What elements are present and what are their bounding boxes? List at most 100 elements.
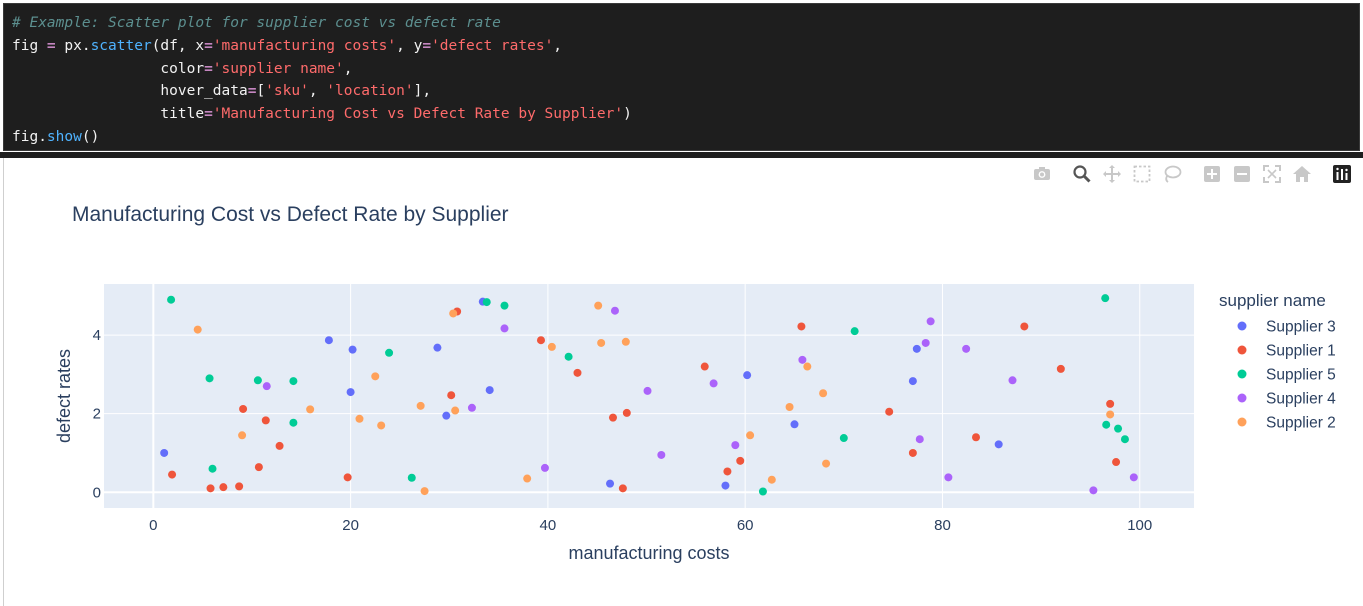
data-point-supplier-3[interactable] — [743, 371, 752, 380]
data-point-supplier-1[interactable] — [343, 473, 352, 482]
data-point-supplier-1[interactable] — [908, 448, 917, 457]
data-point-supplier-4[interactable] — [921, 338, 930, 347]
legend-item-label[interactable]: Supplier 4 — [1266, 391, 1336, 408]
data-point-supplier-1[interactable] — [1020, 322, 1029, 331]
legend-marker[interactable] — [1237, 321, 1247, 331]
camera-icon[interactable] — [1027, 163, 1057, 185]
data-point-supplier-1[interactable] — [219, 483, 228, 492]
data-point-supplier-5[interactable] — [289, 418, 298, 427]
data-point-supplier-3[interactable] — [433, 343, 442, 352]
data-point-supplier-1[interactable] — [1112, 458, 1121, 467]
data-point-supplier-5[interactable] — [1102, 420, 1111, 429]
legend-item-label[interactable]: Supplier 5 — [1266, 367, 1336, 384]
data-point-supplier-2[interactable] — [1106, 410, 1115, 419]
data-point-supplier-5[interactable] — [850, 327, 859, 336]
legend-item-label[interactable]: Supplier 2 — [1266, 415, 1336, 432]
data-point-supplier-1[interactable] — [168, 470, 177, 479]
lasso-select-icon[interactable] — [1157, 163, 1187, 185]
data-point-supplier-5[interactable] — [1114, 424, 1123, 433]
data-point-supplier-1[interactable] — [536, 336, 545, 345]
data-point-supplier-5[interactable] — [758, 487, 767, 496]
data-point-supplier-5[interactable] — [482, 298, 491, 307]
zoom-icon[interactable] — [1067, 163, 1097, 185]
legend-marker[interactable] — [1237, 345, 1247, 355]
legend-marker[interactable] — [1237, 369, 1247, 379]
data-point-supplier-4[interactable] — [1129, 473, 1138, 482]
data-point-supplier-5[interactable] — [208, 464, 217, 473]
data-point-supplier-2[interactable] — [371, 372, 380, 381]
data-point-supplier-3[interactable] — [721, 481, 730, 490]
data-point-supplier-1[interactable] — [622, 408, 631, 417]
data-point-supplier-2[interactable] — [785, 403, 794, 412]
data-point-supplier-1[interactable] — [447, 391, 456, 400]
data-point-supplier-4[interactable] — [944, 473, 953, 482]
data-point-supplier-4[interactable] — [657, 450, 666, 459]
data-point-supplier-1[interactable] — [254, 463, 263, 472]
data-point-supplier-3[interactable] — [790, 420, 799, 429]
pan-icon[interactable] — [1097, 163, 1127, 185]
zoom-out-icon[interactable] — [1227, 163, 1257, 185]
data-point-supplier-5[interactable] — [839, 434, 848, 443]
data-point-supplier-4[interactable] — [709, 379, 718, 388]
data-point-supplier-5[interactable] — [205, 374, 214, 383]
autoscale-icon[interactable] — [1257, 163, 1287, 185]
data-point-supplier-5[interactable] — [289, 377, 298, 386]
data-point-supplier-2[interactable] — [420, 487, 429, 496]
data-point-supplier-1[interactable] — [1056, 364, 1065, 373]
data-point-supplier-4[interactable] — [962, 344, 971, 353]
data-point-supplier-2[interactable] — [449, 309, 458, 318]
legend-item-label[interactable]: Supplier 3 — [1266, 319, 1336, 336]
data-point-supplier-4[interactable] — [540, 463, 549, 472]
legend-marker[interactable] — [1237, 417, 1247, 427]
code-cell[interactable]: # Example: Scatter plot for supplier cos… — [3, 3, 1360, 151]
reset-axes-icon[interactable] — [1287, 163, 1317, 185]
data-point-supplier-4[interactable] — [926, 317, 935, 326]
data-point-supplier-2[interactable] — [594, 301, 603, 310]
data-point-supplier-2[interactable] — [767, 475, 776, 484]
data-point-supplier-3[interactable] — [606, 479, 615, 488]
code-editor[interactable]: # Example: Scatter plot for supplier cos… — [4, 4, 1359, 157]
data-point-supplier-1[interactable] — [797, 322, 806, 331]
data-point-supplier-2[interactable] — [621, 337, 630, 346]
data-point-supplier-5[interactable] — [564, 352, 573, 361]
data-point-supplier-1[interactable] — [972, 433, 980, 442]
data-point-supplier-1[interactable] — [736, 456, 745, 465]
legend-marker[interactable] — [1237, 393, 1247, 403]
data-point-supplier-2[interactable] — [377, 421, 386, 430]
data-point-supplier-4[interactable] — [467, 403, 476, 412]
data-point-supplier-3[interactable] — [442, 411, 451, 420]
data-point-supplier-4[interactable] — [262, 382, 271, 391]
plotly-logo-icon[interactable] — [1327, 163, 1357, 185]
data-point-supplier-5[interactable] — [1120, 435, 1129, 444]
data-point-supplier-2[interactable] — [238, 431, 247, 440]
data-point-supplier-5[interactable] — [167, 295, 176, 304]
data-point-supplier-5[interactable] — [385, 348, 394, 357]
data-point-supplier-1[interactable] — [618, 484, 627, 493]
data-point-supplier-1[interactable] — [885, 407, 894, 416]
data-point-supplier-3[interactable] — [160, 448, 169, 457]
data-point-supplier-2[interactable] — [193, 325, 202, 334]
data-point-supplier-5[interactable] — [253, 376, 262, 385]
data-point-supplier-1[interactable] — [723, 467, 732, 476]
data-point-supplier-1[interactable] — [235, 482, 244, 491]
data-point-supplier-4[interactable] — [1089, 486, 1098, 495]
data-point-supplier-1[interactable] — [206, 484, 215, 493]
data-point-supplier-2[interactable] — [597, 338, 606, 347]
data-point-supplier-5[interactable] — [1101, 294, 1110, 303]
data-point-supplier-2[interactable] — [819, 389, 828, 398]
data-point-supplier-1[interactable] — [275, 441, 284, 450]
data-point-supplier-2[interactable] — [547, 342, 556, 351]
data-point-supplier-2[interactable] — [416, 401, 425, 410]
data-point-supplier-4[interactable] — [610, 306, 619, 315]
data-point-supplier-5[interactable] — [407, 473, 416, 482]
data-point-supplier-3[interactable] — [346, 388, 355, 397]
data-point-supplier-1[interactable] — [573, 368, 582, 377]
data-point-supplier-2[interactable] — [355, 414, 364, 423]
data-point-supplier-1[interactable] — [1106, 399, 1115, 408]
data-point-supplier-2[interactable] — [451, 406, 460, 415]
data-point-supplier-3[interactable] — [908, 377, 917, 386]
data-point-supplier-1[interactable] — [261, 416, 270, 425]
box-select-icon[interactable] — [1127, 163, 1157, 185]
data-point-supplier-4[interactable] — [798, 355, 807, 364]
data-point-supplier-2[interactable] — [822, 459, 831, 468]
